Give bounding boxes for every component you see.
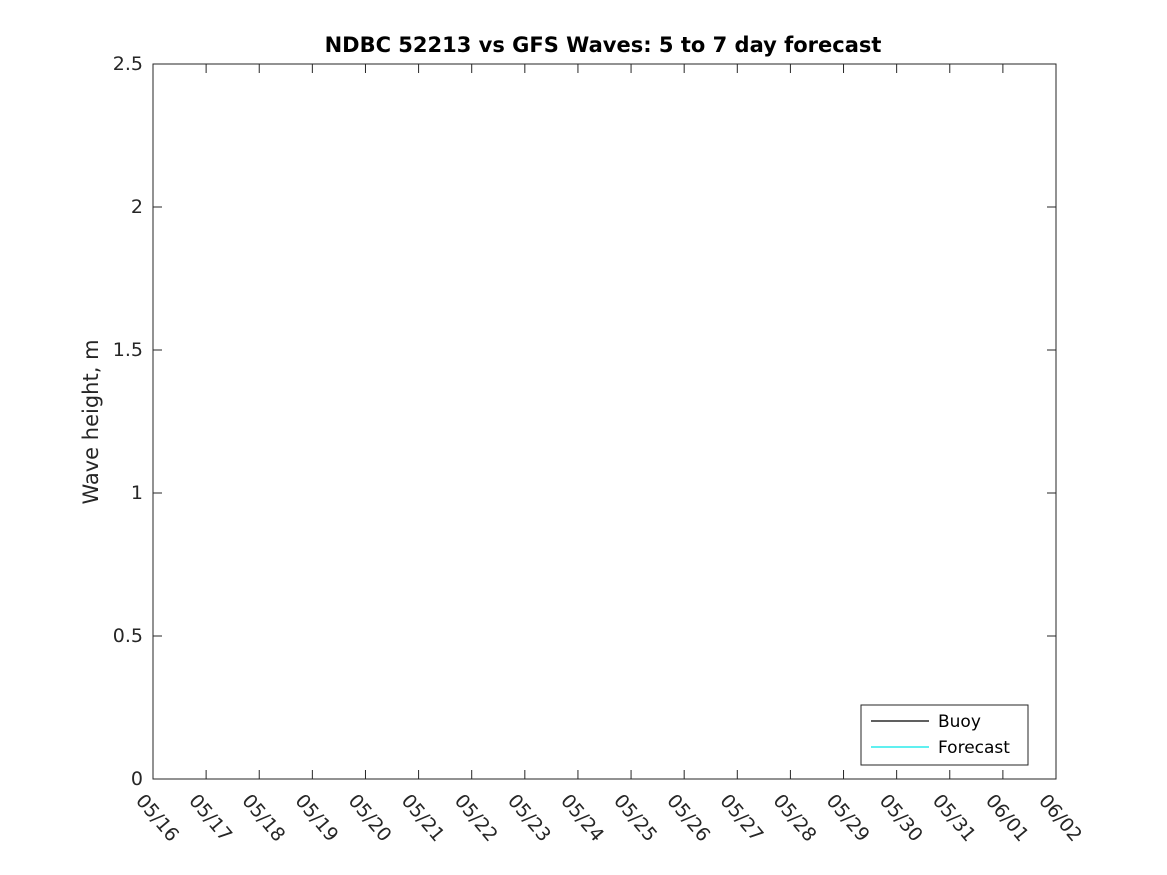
y-tick-label: 1 [131,482,143,504]
chart-title: NDBC 52213 vs GFS Waves: 5 to 7 day fore… [325,33,882,57]
legend-box [860,704,1029,766]
x-tick-label: 05/28 [769,790,821,846]
x-tick-label: 05/24 [556,790,608,846]
y-tick-label: 2 [131,196,143,218]
x-tick-label: 05/31 [928,790,980,846]
y-tick-label: 0.5 [113,625,143,647]
legend-label-buoy: Buoy [938,712,981,732]
x-tick-label: 05/26 [662,790,714,846]
x-tick-label: 05/22 [450,790,502,846]
x-tick-label: 05/30 [875,790,927,846]
x-tick-label: 05/29 [822,790,874,846]
y-tick-label: 0 [131,768,143,790]
x-tick-label: 06/02 [1034,790,1086,846]
plot-frame [152,63,1057,780]
x-tick-label: 05/16 [131,790,183,846]
y-axis-label: Wave height, m [79,339,103,504]
y-tick-label: 2.5 [113,53,143,75]
x-tick-label: 05/25 [609,790,661,846]
x-tick-label: 05/18 [237,790,289,846]
x-tick-label: 05/27 [715,790,767,846]
x-tick-label: 05/21 [397,790,449,846]
legend-label-forecast: Forecast [938,738,1010,758]
x-tick-label: 06/01 [981,790,1033,846]
x-tick-label: 05/17 [184,790,236,846]
legend: Buoy Forecast [860,704,1029,766]
x-tick-label: 05/20 [344,790,396,846]
x-tick-label: 05/19 [291,790,343,846]
y-tick-label: 1.5 [113,339,143,361]
x-tick-label: 05/23 [503,790,555,846]
